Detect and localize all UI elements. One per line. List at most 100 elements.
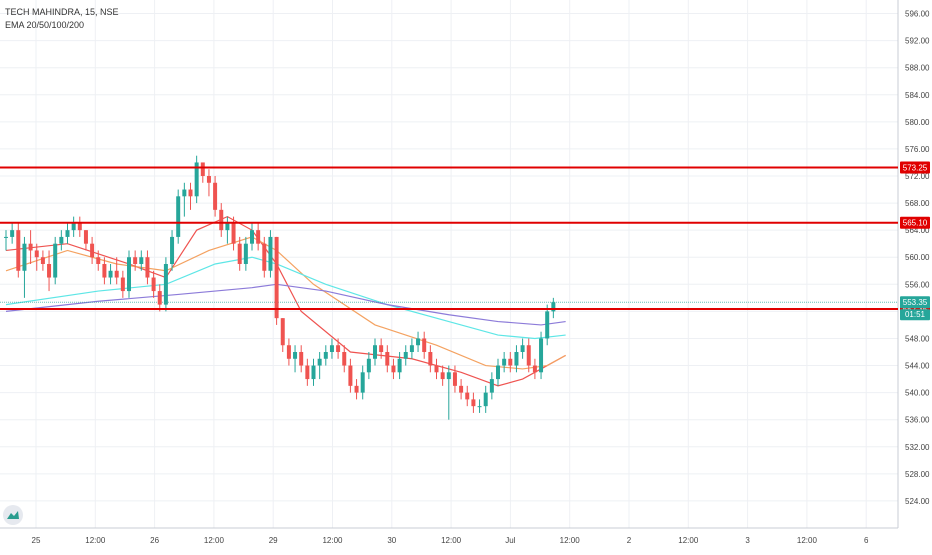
y-tick-label: 528.00 [905,470,930,479]
candle [90,236,95,264]
candle-body [256,230,261,244]
tradingview-logo[interactable] [3,505,23,525]
candle [127,250,131,298]
candle [305,358,310,386]
candle-body [127,257,131,292]
y-tick-label: 572.00 [905,172,930,181]
last-price-tag [900,296,930,309]
candle-body [477,406,482,408]
candle-body [250,230,254,244]
x-tick-label: 3 [745,536,750,545]
candle-body [489,379,494,393]
candle-body [133,257,138,264]
candle-body [157,291,162,305]
candle [47,250,52,292]
candle-body [397,358,402,373]
candle [477,399,482,413]
candle-body [65,230,70,237]
candle [520,338,525,359]
candle-body [409,345,414,352]
candle-body [40,257,45,264]
candle-body [496,365,500,380]
candle [280,318,285,352]
candle-body [354,385,359,393]
chart-legend: TECH MAHINDRA, 15, NSE EMA 20/50/100/200 [5,6,119,32]
candle-body [428,352,433,366]
candle-body [305,365,310,380]
candle-body [170,236,175,264]
candle [219,203,224,237]
candle [133,250,138,271]
candle-body [28,243,33,251]
candle [379,338,384,359]
candle-body [539,338,544,373]
countdown-label: 01:51 [905,310,926,319]
ema-line-ema200 [5,283,566,326]
candle-body [59,236,64,244]
candle-body [10,230,15,237]
candle [465,385,470,407]
candle-body [53,243,58,278]
candle-body [545,311,550,339]
level-price-label: 565.10 [903,219,928,228]
candle-body [532,365,537,373]
candle [256,223,261,251]
candle [102,257,107,285]
candle [274,236,279,325]
candle [317,352,322,380]
y-tick-label: 560.00 [905,253,930,262]
x-tick-label: 26 [150,536,159,545]
candle-body [163,264,168,305]
candle [323,345,328,366]
candle [108,264,113,285]
candle [551,297,556,319]
candle [96,250,101,271]
candle-body [373,345,377,359]
y-tick-label: 532.00 [905,443,930,452]
y-tick-label: 584.00 [905,91,930,100]
candle [329,338,334,359]
candle [545,304,550,346]
candle [65,223,70,244]
candle-body [139,257,144,264]
candle [342,345,347,373]
candle-body [194,162,199,197]
candle [10,223,15,244]
candle [440,365,445,386]
candle-body [108,270,113,278]
candle-body [422,338,427,352]
candle-body [34,250,39,258]
candle-body [348,365,353,386]
candle-body [4,236,8,238]
y-tick-label: 592.00 [905,37,930,46]
candle-body [385,352,390,366]
candle-body [471,399,476,407]
candle [237,236,242,271]
candle [157,284,162,312]
candle [403,345,408,366]
candle-body [391,365,396,373]
candle [120,270,125,298]
candle-body [508,358,513,366]
candle [471,392,476,413]
candle [34,243,39,271]
candle [434,358,439,380]
level-price-label: 573.25 [903,164,928,173]
candle [446,365,451,420]
candle [311,358,316,386]
candle [262,236,267,278]
candle [409,338,414,359]
x-tick-label: 12:00 [85,536,106,545]
candle-body [145,257,150,278]
x-tick-label: 12:00 [797,536,818,545]
candle [385,345,390,373]
candle-body [286,345,291,359]
candle [4,230,8,251]
candle [206,169,211,197]
y-tick-label: 576.00 [905,145,930,154]
candle-body [317,358,322,366]
candle [397,352,402,380]
